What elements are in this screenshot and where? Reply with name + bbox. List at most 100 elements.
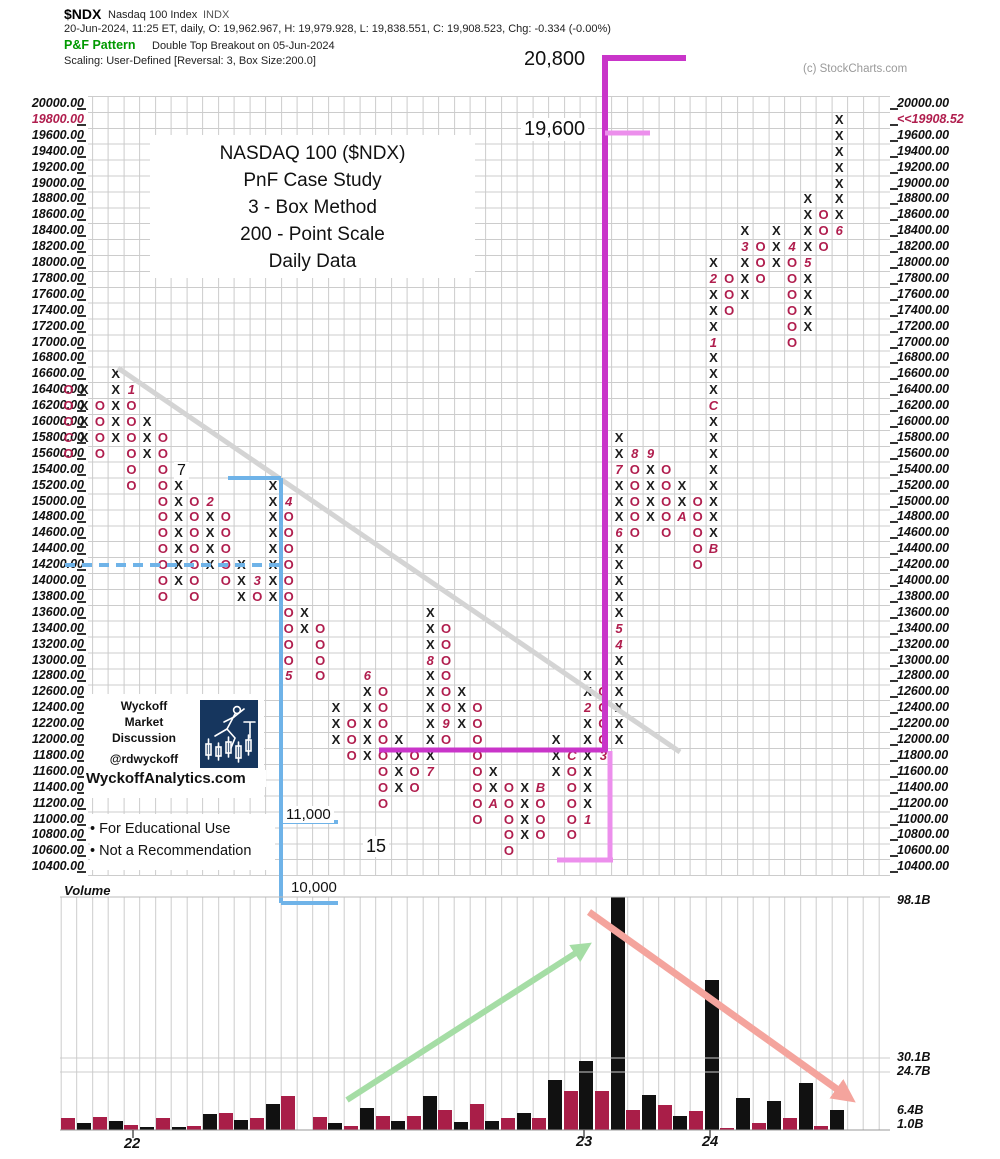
pnf-cell: X bbox=[803, 302, 813, 318]
pnf-cell: 4 bbox=[788, 239, 796, 255]
pnf-cell: X bbox=[300, 604, 309, 620]
pnf-cell: O bbox=[535, 827, 546, 843]
pnf-cell: X bbox=[803, 318, 813, 334]
axis-tick-left bbox=[77, 473, 86, 476]
price-label-right: 12400.00 bbox=[897, 700, 950, 715]
pnf-cell: O bbox=[472, 732, 483, 747]
pnf-cell: X bbox=[394, 732, 404, 747]
title-line: 3 - Box Method bbox=[248, 197, 377, 218]
pnf-cell: X bbox=[834, 111, 844, 127]
price-label-right: 11800.00 bbox=[897, 747, 949, 762]
volume-bar bbox=[767, 1101, 781, 1130]
pnf-cell: C bbox=[708, 398, 719, 414]
axis-tick-left bbox=[77, 505, 86, 508]
price-label-left: 18200.00 bbox=[31, 239, 84, 254]
price-label-left: 16800.00 bbox=[31, 350, 84, 365]
pnf-cell: X bbox=[174, 493, 183, 509]
pnf-cell: O bbox=[629, 509, 640, 525]
volume-bar bbox=[626, 1110, 640, 1130]
axis-tick-right bbox=[890, 473, 898, 476]
pnf-cell: O bbox=[629, 477, 640, 493]
price-label-right: 16400.00 bbox=[897, 382, 950, 397]
price-label-left: 17000.00 bbox=[31, 334, 84, 349]
volume-bar bbox=[658, 1105, 672, 1130]
pnf-cell: O bbox=[126, 398, 137, 414]
pnf-cell: X bbox=[614, 684, 624, 700]
pnf-cell: O bbox=[503, 811, 514, 827]
pnf-cell: O bbox=[378, 732, 389, 747]
price-label-right: 10600.00 bbox=[897, 843, 950, 858]
axis-tick-left bbox=[77, 251, 86, 254]
axis-tick-left bbox=[77, 314, 86, 317]
axis-tick-right bbox=[890, 394, 898, 397]
axis-tick-right bbox=[890, 489, 898, 492]
price-label-right: 15200.00 bbox=[897, 477, 950, 492]
price-label-left: 20000.00 bbox=[31, 96, 84, 110]
price-label-left: 14000.00 bbox=[31, 573, 84, 587]
pnf-cell: X bbox=[834, 207, 844, 223]
axis-tick-left bbox=[77, 394, 86, 397]
axis-tick-right bbox=[890, 632, 898, 635]
annotation-text-24: 24 bbox=[702, 1134, 719, 1150]
axis-tick-right bbox=[890, 616, 898, 619]
pnf-cell: O bbox=[692, 557, 703, 573]
axis-tick-left bbox=[77, 410, 86, 413]
pnf-cell: O bbox=[440, 652, 452, 668]
pnf-cell: X bbox=[425, 700, 435, 716]
price-label-left: 18400.00 bbox=[31, 223, 84, 238]
pnf-cell: O bbox=[661, 509, 672, 525]
axis-tick-left bbox=[77, 346, 86, 349]
pnf-cell: X bbox=[457, 716, 467, 732]
price-label-left: 19600.00 bbox=[31, 127, 84, 142]
pnf-cell: X bbox=[457, 684, 467, 700]
price-label-left: 10800.00 bbox=[31, 827, 84, 842]
pnf-cell: O bbox=[94, 445, 106, 461]
pnf-cell: X bbox=[363, 716, 372, 732]
pnf-cell: O bbox=[283, 620, 294, 636]
pnf-cell: X bbox=[614, 445, 624, 461]
pnf-cell: O bbox=[787, 318, 798, 334]
pnf-cell: O bbox=[787, 270, 798, 286]
price-label-left: 15400.00 bbox=[31, 461, 84, 476]
pnf-cell: X bbox=[237, 588, 246, 604]
volume-bar bbox=[219, 1113, 233, 1130]
price-label-right: 18800.00 bbox=[897, 191, 950, 206]
volume-bar bbox=[423, 1096, 437, 1130]
pnf-cell: X bbox=[394, 763, 404, 779]
axis-tick-right bbox=[890, 378, 898, 381]
pnf-cell: O bbox=[157, 541, 168, 557]
pnf-cell: 8 bbox=[426, 652, 434, 668]
pnf-cell: A bbox=[488, 795, 498, 811]
pnf-cell: X bbox=[614, 732, 624, 747]
pnf-cell: O bbox=[440, 684, 452, 700]
volume-bar bbox=[470, 1104, 484, 1130]
pnf-cell: O bbox=[724, 302, 735, 318]
pnf-cell: X bbox=[237, 573, 246, 588]
pnf-cell: X bbox=[111, 414, 121, 429]
pnf-cell: O bbox=[220, 557, 231, 573]
pnf-cell: X bbox=[709, 509, 718, 525]
pnf-cell: X bbox=[677, 477, 687, 493]
pnf-cell: X bbox=[803, 239, 813, 255]
pnf-cell: O bbox=[63, 414, 74, 429]
pnf-cell: O bbox=[283, 509, 294, 525]
pnf-cell: O bbox=[283, 541, 294, 557]
axis-tick-left bbox=[77, 489, 86, 492]
last-price-marker: <<19908.52 bbox=[897, 111, 964, 126]
pnf-cell: X bbox=[709, 350, 718, 366]
pnf-cell: X bbox=[142, 414, 152, 429]
price-label-right: 18000.00 bbox=[897, 255, 950, 269]
volume-bar bbox=[360, 1108, 374, 1130]
pnf-cell: O bbox=[535, 795, 546, 811]
title-line: 200 - Point Scale bbox=[240, 224, 385, 245]
pnf-cell: X bbox=[111, 398, 121, 414]
pnf-cell: O bbox=[126, 414, 137, 429]
pnf-cell: O bbox=[629, 525, 640, 541]
price-label-right: 10400.00 bbox=[897, 859, 950, 874]
pnf-cell: O bbox=[724, 286, 735, 302]
volume-scale-label: 1.0B bbox=[897, 1117, 924, 1131]
pnf-cell: X bbox=[331, 700, 341, 716]
pnf-cell: X bbox=[174, 509, 183, 525]
axis-tick-left bbox=[77, 680, 86, 683]
